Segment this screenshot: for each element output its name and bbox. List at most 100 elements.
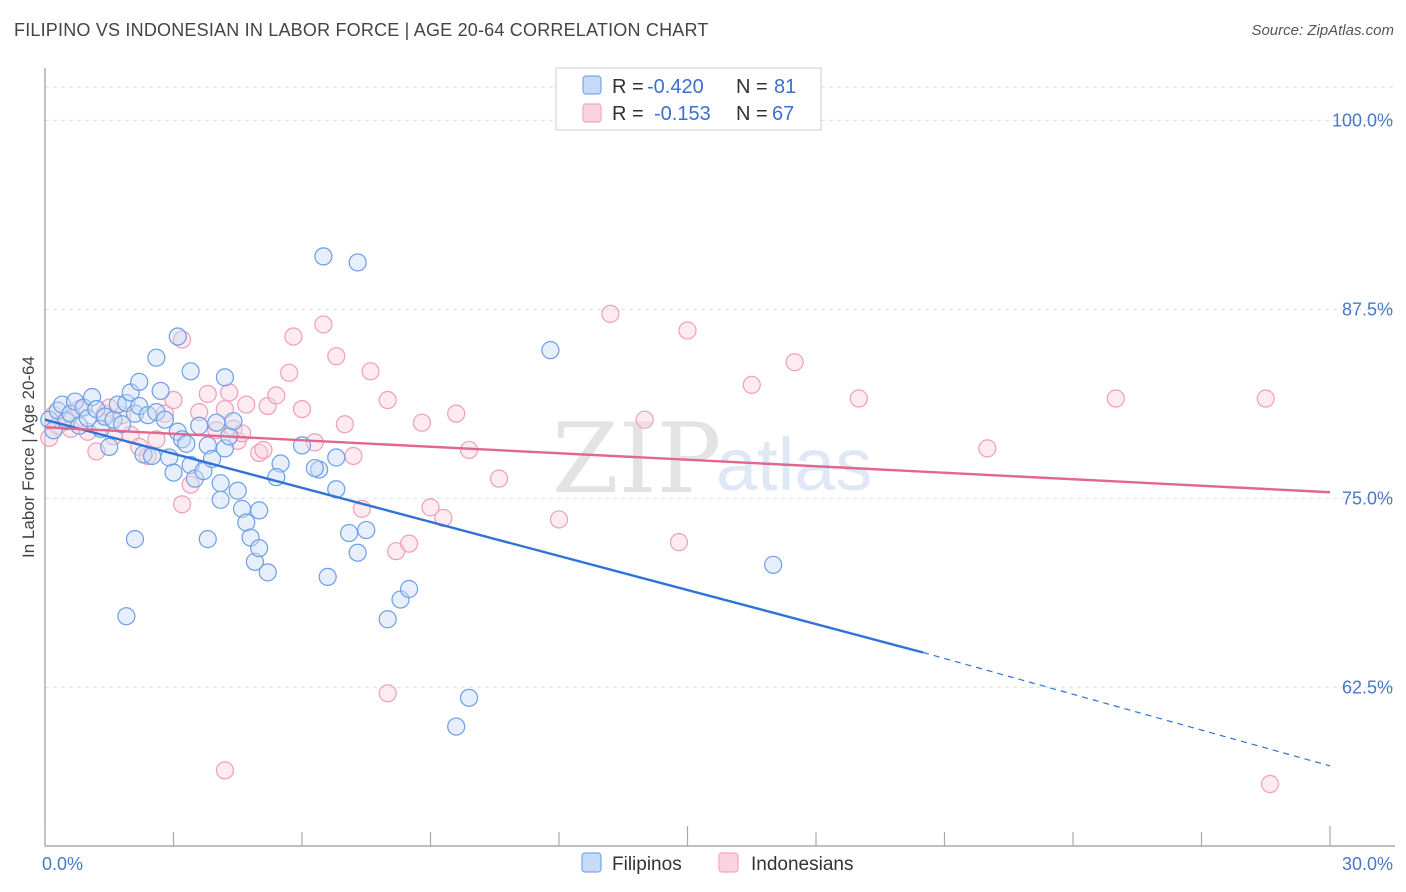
legend-n-label-2: N = [736,103,768,125]
indonesians-point-31 [267,386,286,405]
filipinos-point-48 [245,552,264,571]
indonesians-point-62 [1260,774,1280,794]
filipinos-point-39 [207,413,226,432]
indonesians-point-61 [1256,389,1275,408]
indonesians-point-51 [549,510,569,529]
filipinos-point-35 [190,416,209,435]
legend-swatch-filipinos [582,75,602,95]
bottom-legend-label-indonesians: Indonesians [751,854,853,875]
indonesians-point-38 [335,415,354,434]
filipinos-point-52 [125,530,145,549]
filipinos-point-43 [224,412,243,431]
indonesians-point-20 [190,403,209,422]
bottom-legend-label-filipinos: Filipinos [612,854,682,875]
filipinos-point-67 [541,341,560,360]
series-legend: Filipinos Indonesians [581,852,853,875]
filipinos-point-32 [177,434,196,453]
legend-n-label-1: N = [736,76,768,98]
indonesians-point-45 [412,413,432,432]
indonesians-point-24 [220,383,239,402]
filipinos-point-37 [198,436,217,455]
indonesians-point-17 [164,390,183,410]
series-indonesians-points [40,304,1280,794]
indonesians-point-58 [849,389,868,408]
indonesians-point-64 [215,761,234,780]
filipinos-point-29 [164,463,183,482]
indonesians-point-56 [742,375,761,395]
y-tick-label-2: 87.5% [1342,299,1393,319]
y-axis-label: In Labor Force | Age 20-64 [19,356,38,558]
filipinos-point-49 [250,539,269,558]
legend-r-value-1: -0.420 [647,76,704,98]
indonesians-point-39 [344,446,363,466]
filipinos-point-46 [237,513,256,532]
y-tick-label-1: 75.0% [1342,488,1393,508]
filipinos-point-73 [357,520,376,540]
legend-swatch-indonesians [582,103,602,123]
filipinos-point-17 [112,415,132,434]
indonesians-trend-line [44,426,1331,494]
filipinos-point-50 [258,563,277,582]
indonesians-point-21 [198,384,217,404]
filipinos-point-77 [348,543,367,562]
indonesians-point-15 [147,430,166,449]
indonesians-point-41 [361,362,380,381]
filipinos-point-63 [168,327,187,346]
filipinos-point-64 [215,368,234,387]
y-axis-tick-labels: 62.5% 75.0% 87.5% 100.0% [1332,110,1393,697]
source-label: Source: ZipAtlas.com [1251,22,1394,39]
indonesians-point-63 [378,684,397,703]
trend-lines [44,418,1331,767]
indonesians-point-50 [489,469,509,488]
filipinos-point-72 [340,523,359,543]
indonesians-point-37 [327,347,346,366]
indonesians-point-48 [447,404,466,423]
filipinos-point-76 [399,579,419,599]
series-filipinos-points [40,247,783,736]
filipinos-point-44 [228,481,247,500]
y-tick-label-3: 100.0% [1332,110,1393,130]
filipinos-trend-extension [922,651,1331,767]
indonesians-point-54 [669,533,689,552]
legend-n-value-1: 81 [774,76,796,98]
filipinos-point-59 [327,448,346,467]
legend-r-label-1: R = [612,76,644,98]
legend-r-value-2: -0.153 [654,103,711,125]
filipinos-point-26 [151,381,170,401]
filipinos-point-10 [83,387,102,407]
filipinos-point-66 [348,253,367,272]
indonesians-point-42 [378,390,397,410]
indonesians-point-36 [314,315,333,334]
filipinos-point-41 [215,439,234,458]
filipinos-point-60 [147,348,166,367]
x-axis-ticks [44,826,1331,846]
chart-title: FILIPINO VS INDONESIAN IN LABOR FORCE | … [14,20,709,40]
indonesians-point-32 [280,363,299,382]
bottom-legend-swatch-indonesians [718,852,739,873]
filipinos-point-62 [130,372,149,391]
filipinos-point-61 [181,362,200,381]
x-tick-label-max: 30.0% [1342,854,1393,874]
filipinos-trend-line [44,418,924,654]
indonesians-point-28 [237,395,256,414]
indonesians-point-44 [399,534,419,553]
filipinos-point-14 [100,437,119,456]
filipinos-point-54 [211,490,230,509]
indonesians-point-52 [601,304,620,323]
filipinos-point-68 [764,555,783,574]
x-tick-label-min: 0.0% [42,854,83,874]
filipinos-point-78 [378,610,397,629]
indonesians-point-46 [421,498,440,517]
indonesians-point-55 [678,321,697,340]
indonesians-point-57 [785,353,804,372]
bottom-legend-swatch-filipinos [581,852,602,873]
filipinos-point-51 [117,607,136,626]
legend-n-value-2: 67 [772,103,794,125]
correlation-legend: R = -0.420 N = 81 R = -0.153 N = 67 [555,67,822,131]
indonesians-point-34 [292,400,312,419]
filipinos-point-53 [198,530,217,549]
y-tick-label-0: 62.5% [1342,677,1393,697]
filipinos-point-69 [250,501,269,520]
filipinos-point-27 [155,410,175,429]
